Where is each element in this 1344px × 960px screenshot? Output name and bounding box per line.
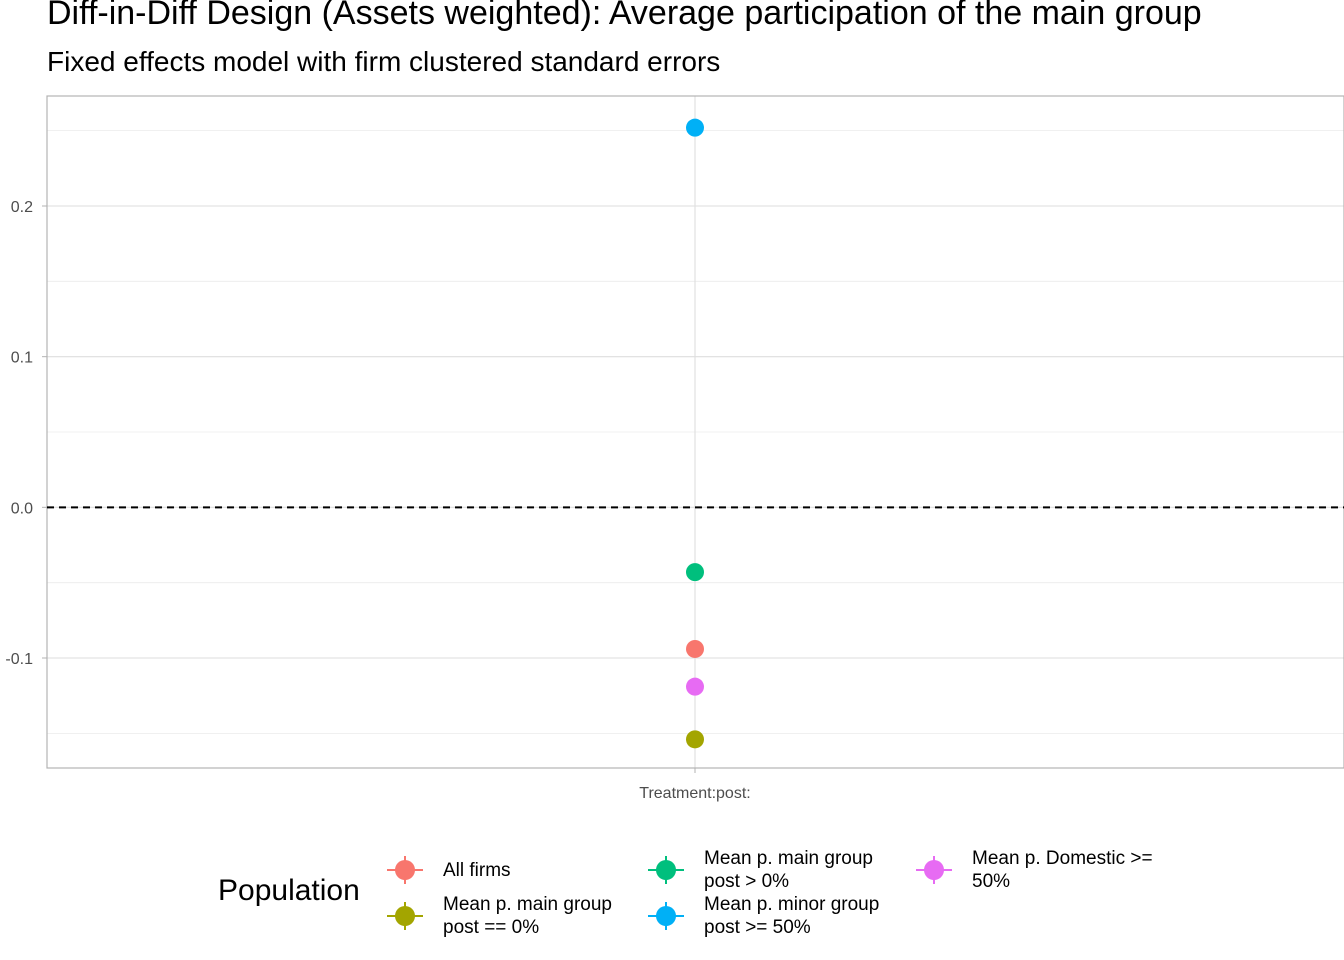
legend-label-5: Mean p. Domestic >= 50% (972, 848, 1153, 892)
data-point-5 (686, 677, 704, 696)
plot-area: -0.1 0.0 0.1 0.2 Treatment:post: (5, 95, 1344, 802)
y-tick-label: 0.1 (11, 350, 33, 367)
data-point-1 (686, 639, 704, 658)
data-point-4 (686, 118, 704, 137)
legend-key-point (656, 906, 676, 926)
chart-subtitle: Fixed effects model with firm clustered … (47, 46, 721, 77)
data-point-2 (686, 730, 704, 749)
legend-label-4: Mean p. minor group post >= 50% (704, 894, 880, 938)
legend-key-1 (387, 856, 423, 884)
legend-key-point (395, 906, 415, 926)
legend-label-2: Mean p. main group post == 0% (443, 894, 612, 938)
legend-label-3: Mean p. main group post > 0% (704, 848, 873, 892)
chart-title: Diff-in-Diff Design (Assets weighted): A… (47, 0, 1202, 32)
legend-key-point (924, 860, 944, 880)
legend-key-5 (916, 856, 952, 884)
x-tick-label: Treatment:post: (639, 785, 750, 802)
y-tick-label: -0.1 (5, 651, 33, 668)
point-layer (686, 118, 704, 749)
y-tick-label: 0.0 (11, 500, 33, 517)
legend-key-2 (387, 902, 423, 930)
data-point-3 (686, 563, 704, 582)
axis-layer: -0.1 0.0 0.1 0.2 Treatment:post: (5, 95, 1344, 802)
grid-layer (47, 96, 1344, 768)
legend-key-4 (648, 902, 684, 930)
y-tick-label: 0.2 (11, 199, 33, 216)
legend-key-point (395, 860, 415, 880)
legend-title: Population (218, 874, 360, 907)
legend-label-1: All firms (443, 860, 511, 881)
legend-key-3 (648, 856, 684, 884)
legend-key-point (656, 860, 676, 880)
